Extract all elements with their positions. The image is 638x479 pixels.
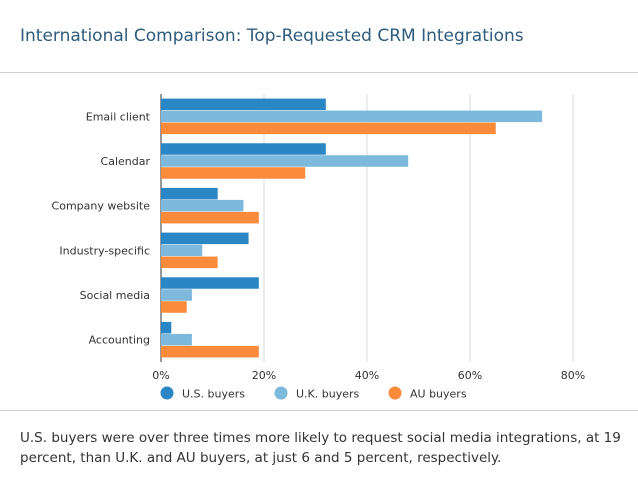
bar [161,187,218,200]
bar [161,167,306,179]
category-label: Industry-specific [59,244,150,257]
category-label: Company website [52,200,151,213]
x-tick-label: 40% [355,369,379,382]
bar [161,122,496,135]
bottom-divider [0,410,638,411]
category-label: Social media [80,289,150,302]
bar [161,256,218,269]
bar [161,244,203,257]
bar [161,199,244,212]
x-tick-label: 0% [152,369,169,382]
category-label: Email client [86,110,151,123]
bar [161,110,543,123]
x-tick-label: 80% [561,369,585,382]
bar [161,289,192,301]
category-label: Calendar [101,155,151,168]
category-label: Accounting [89,334,150,347]
bar [161,301,187,313]
bar [161,143,326,155]
bar [161,321,172,334]
legend-marker [388,386,402,400]
chart-caption: U.S. buyers were over three times more l… [20,430,621,466]
legend-label: U.K. buyers [296,388,360,401]
bar [161,345,259,358]
bar [161,211,259,224]
bar [161,98,326,111]
top-divider [0,72,638,73]
bar [161,333,192,346]
bar [161,155,409,167]
x-tick-label: 60% [458,369,482,382]
legend-marker [160,386,174,400]
bar [161,232,249,245]
legend-label: AU buyers [410,388,467,401]
legend-marker [274,386,288,400]
legend-label: U.S. buyers [182,388,245,401]
chart-title: International Comparison: Top-Requested … [20,26,524,46]
bar [161,277,259,289]
bar-chart: 0% 20% 40% 60% 80% Email client Calendar Compan… [52,94,585,401]
x-tick-label: 20% [252,369,276,382]
